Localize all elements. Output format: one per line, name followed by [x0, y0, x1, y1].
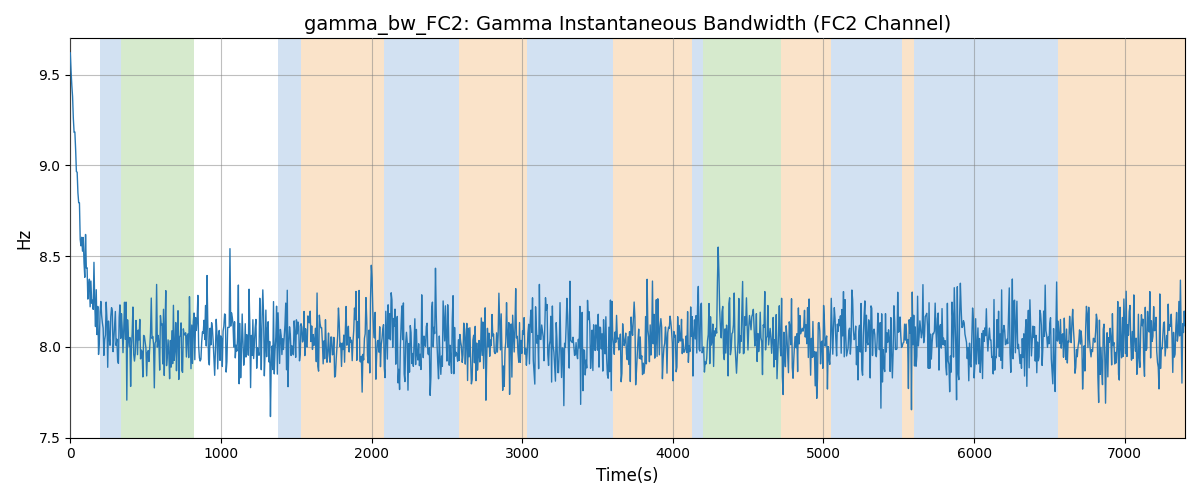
Bar — [278, 38, 301, 438]
Bar — [121, 38, 194, 438]
Bar — [1058, 38, 1186, 438]
Bar — [458, 38, 527, 438]
Bar — [101, 38, 121, 438]
Bar — [902, 38, 914, 438]
Title: gamma_bw_FC2: Gamma Instantaneous Bandwidth (FC2 Channel): gamma_bw_FC2: Gamma Instantaneous Bandwi… — [304, 15, 952, 35]
Bar — [781, 38, 832, 438]
Bar — [384, 38, 458, 438]
Bar — [703, 38, 781, 438]
Y-axis label: Hz: Hz — [16, 228, 34, 248]
Bar — [692, 38, 703, 438]
Bar — [612, 38, 692, 438]
Bar — [301, 38, 384, 438]
Bar — [527, 38, 612, 438]
Bar — [832, 38, 902, 438]
X-axis label: Time(s): Time(s) — [596, 467, 659, 485]
Bar — [914, 38, 1058, 438]
